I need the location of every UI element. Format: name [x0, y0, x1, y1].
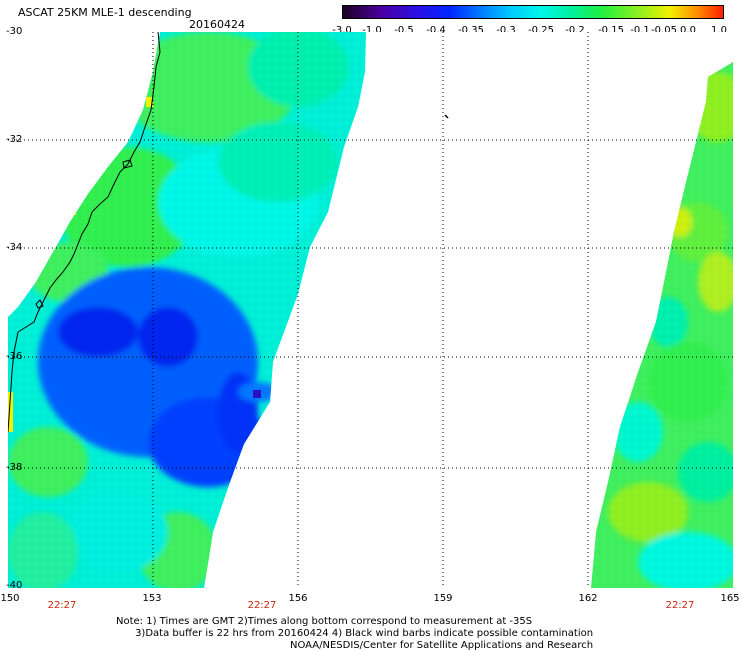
wind-barb — [444, 114, 449, 119]
color-scale-labels: -3.0 -1.0 -0.5 -0.4 -0.35 -0.3 -0.25 -0.… — [330, 25, 730, 37]
scale-label: -0.15 — [598, 25, 624, 36]
wind-map — [8, 32, 733, 588]
scale-label: -0.25 — [528, 25, 554, 36]
scale-label: -0.2 — [565, 25, 585, 36]
lon-label: 165 — [720, 593, 740, 604]
coastline — [8, 32, 161, 433]
scale-label: 0.0 — [680, 25, 696, 36]
lat-label: -32 — [6, 134, 23, 145]
grid-lines — [8, 32, 733, 588]
scale-label: -0.1 — [630, 25, 650, 36]
credit-line: NOAA/NESDIS/Center for Satellite Applica… — [290, 640, 594, 651]
time-label: 22:27 — [665, 600, 695, 611]
lon-label: 162 — [578, 593, 598, 604]
scale-label: -0.05 — [651, 25, 677, 36]
lat-label: -34 — [6, 242, 23, 253]
lon-label: 153 — [142, 593, 162, 604]
time-label: 22:27 — [247, 600, 277, 611]
note-line: 3)Data buffer is 22 hrs from 20160424 4)… — [116, 628, 594, 639]
lon-label: 150 — [0, 593, 20, 604]
scale-label: -1.0 — [362, 25, 382, 36]
scale-label: -0.5 — [394, 25, 414, 36]
color-scale-bar — [342, 5, 724, 19]
map-date: 20160424 — [189, 18, 245, 31]
scale-label: -3.0 — [332, 25, 352, 36]
scale-label: -0.4 — [426, 25, 446, 36]
lat-label: -38 — [6, 462, 23, 473]
scale-label: -0.3 — [496, 25, 516, 36]
lon-label: 159 — [433, 593, 453, 604]
note-line: Note: 1) Times are GMT 2)Times along bot… — [116, 616, 533, 627]
footnote: Note: 1) Times are GMT 2)Times along bot… — [116, 616, 593, 640]
time-label: 22:27 — [47, 600, 77, 611]
lat-label: -40 — [6, 580, 23, 591]
scale-label: 1.0 — [711, 25, 727, 36]
island-outline — [35, 299, 44, 309]
lon-label: 156 — [288, 593, 308, 604]
lat-label: -30 — [6, 26, 23, 37]
map-title: ASCAT 25KM MLE-1 descending — [18, 6, 192, 19]
lat-label: -36 — [6, 351, 23, 362]
scale-label: -0.35 — [458, 25, 484, 36]
island-outline — [122, 159, 133, 169]
